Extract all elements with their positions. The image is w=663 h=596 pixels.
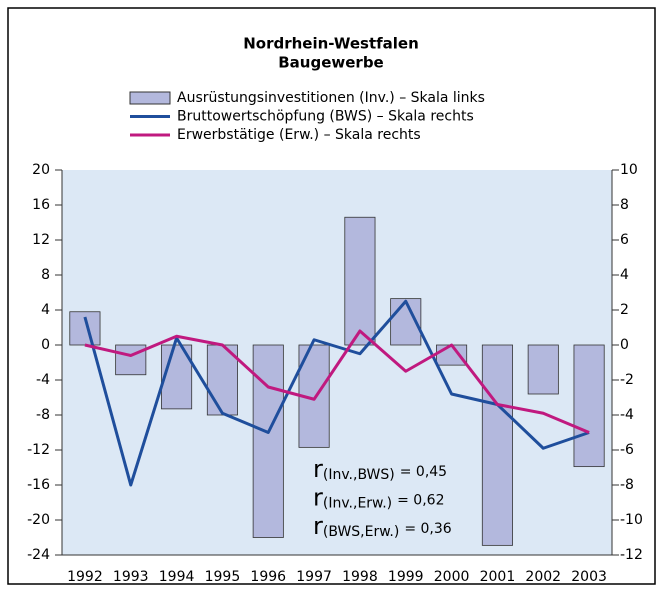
y2-tick-label: -2 [620,372,634,388]
annotation-symbol: r [313,484,323,512]
chart-subtitle: Baugewerbe [278,54,383,72]
annotation-text: = 0,62 [397,493,444,509]
annotation-subscript: (Inv.,BWS) [323,467,395,483]
annotation: r(Inv.,BWS) = 0,45 [313,455,447,483]
annotation-symbol: r [313,512,323,540]
bar [527,344,559,395]
annotation-text: = 0,36 [404,521,451,537]
annotation: r(BWS,Erw.) = 0,36 [313,512,452,540]
y2-tick-label: 2 [620,302,629,318]
x-tick-label: 1999 [388,569,424,585]
y-tick-label: 12 [32,232,50,248]
chart-title: Nordrhein-Westfalen [243,35,419,53]
y2-tick-label: 4 [620,267,629,283]
y2-tick-label: -12 [620,547,643,563]
y2-tick-label: 8 [620,197,629,213]
legend-label: Bruttowertschöpfung (BWS) – Skala rechts [177,109,474,125]
y-tick-label: 4 [41,302,50,318]
y-tick-label: 16 [32,197,50,213]
y2-tick-label: 10 [620,162,638,178]
x-tick-label: 1996 [250,569,286,585]
annotation-text: = 0,45 [400,464,447,480]
y2-tick-label: -6 [620,442,634,458]
y2-tick-label: 0 [620,337,629,353]
y-tick-label: 0 [41,337,50,353]
x-tick-label: 2002 [525,569,561,585]
annotation-subscript: (BWS,Erw.) [323,524,399,540]
y-tick-label: -24 [27,547,50,563]
bar [481,344,513,546]
x-tick-label: 2001 [480,569,516,585]
annotation: r(Inv.,Erw.) = 0,62 [313,484,444,512]
x-tick-label: 1992 [67,569,103,585]
bar [390,298,422,346]
y2-tick-label: -4 [620,407,634,423]
y-tick-label: -8 [36,407,50,423]
x-tick-label: 1995 [205,569,241,585]
bar [69,311,101,346]
x-tick-label: 1993 [113,569,149,585]
x-tick-label: 1998 [342,569,378,585]
bar [436,344,468,366]
legend-swatch [129,91,171,105]
y2-tick-label: 6 [620,232,629,248]
x-tick-label: 2000 [434,569,470,585]
x-tick-label: 2003 [571,569,607,585]
y-tick-label: -4 [36,372,50,388]
y-tick-label: 20 [32,162,50,178]
y-tick-label: -20 [27,512,50,528]
line [84,329,590,434]
annotation-symbol: r [313,455,323,483]
line [83,299,590,487]
x-tick-label: 1994 [159,569,195,585]
legend-label: Erwerbstätige (Erw.) – Skala rechts [177,127,421,143]
bar [252,344,284,538]
y-tick-label: -12 [27,442,50,458]
legend-label: Ausrüstungsinvestitionen (Inv.) – Skala … [177,90,485,106]
y-tick-label: 8 [41,267,50,283]
annotation-subscript: (Inv.,Erw.) [323,496,392,512]
y2-tick-label: -8 [620,477,634,493]
bar [344,216,376,346]
y2-tick-label: -10 [620,512,643,528]
y-tick-label: -16 [27,477,50,493]
bar [573,344,605,468]
x-tick-label: 1997 [296,569,332,585]
